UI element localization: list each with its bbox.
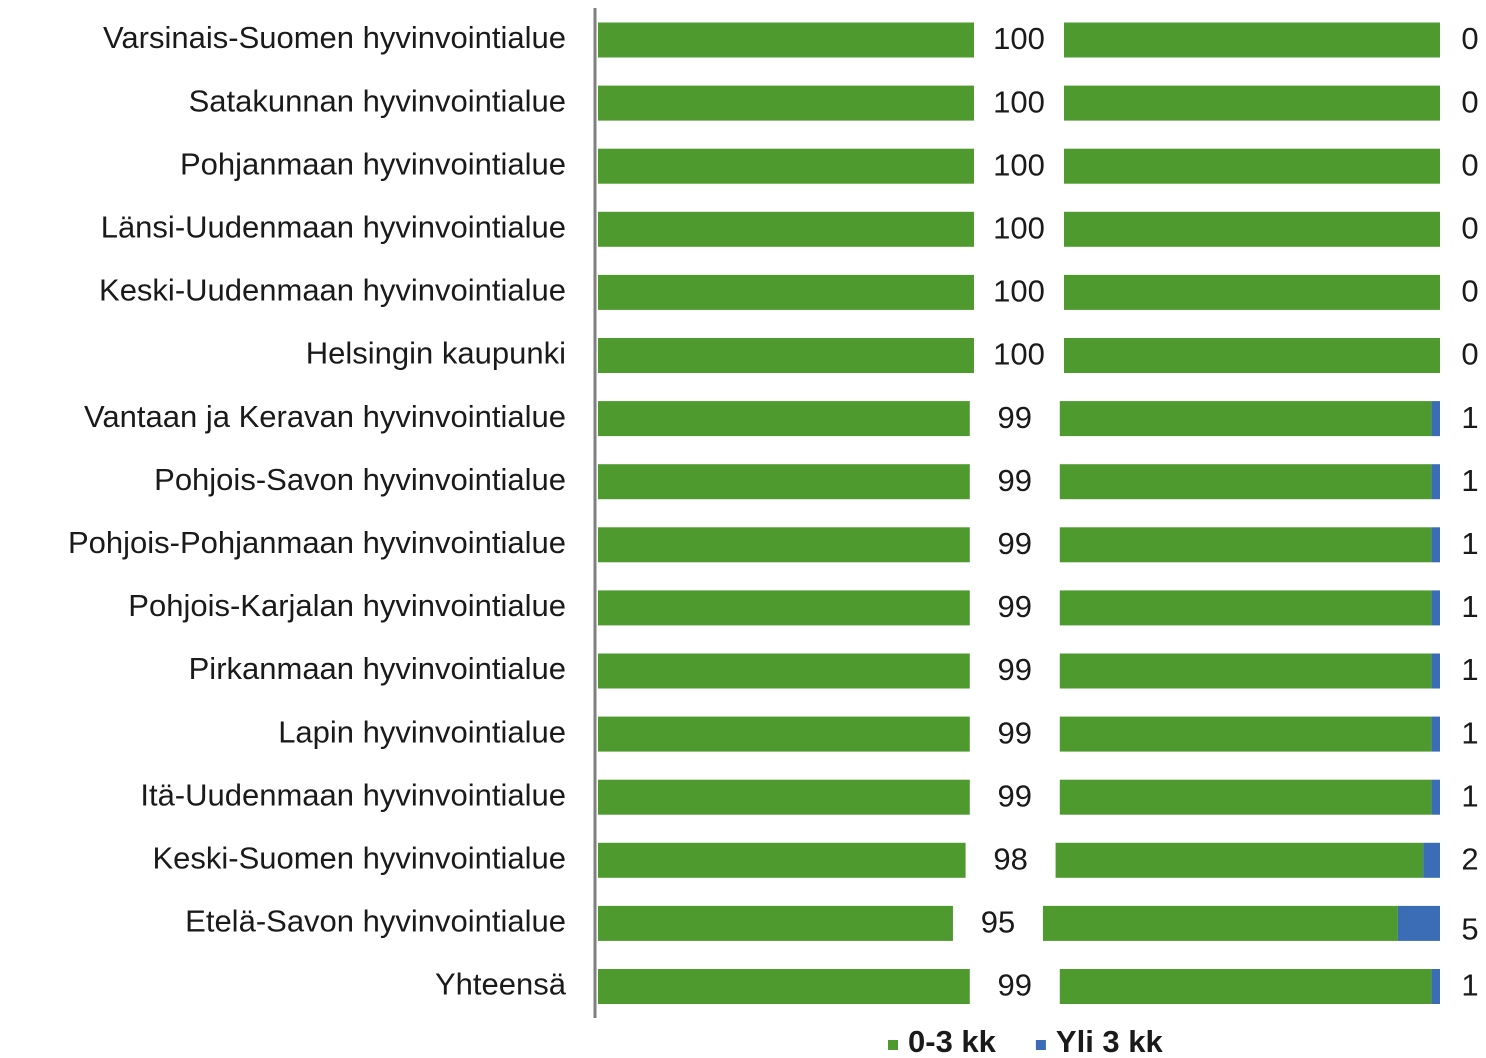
data-label: 1 xyxy=(1461,652,1478,687)
y-tick-label: Pohjois-Pohjanmaan hyvinvointialue xyxy=(68,525,566,560)
label-bg xyxy=(969,652,1060,690)
legend-label: Yli 3 kk xyxy=(1056,1024,1164,1058)
y-tick-label: Pohjois-Karjalan hyvinvointialue xyxy=(128,588,566,623)
data-label: 1 xyxy=(1461,400,1478,435)
data-label: 1 xyxy=(1461,463,1478,498)
label-bg xyxy=(969,463,1060,501)
data-label: 99 xyxy=(998,652,1032,687)
bar-segment xyxy=(1431,716,1440,752)
data-label: 99 xyxy=(998,715,1032,750)
bar-segment xyxy=(1431,464,1440,500)
data-label: 100 xyxy=(993,147,1045,182)
y-tick-label: Itä-Uudenmaan hyvinvointialue xyxy=(140,777,566,812)
y-tick-label: Satakunnan hyvinvointialue xyxy=(189,83,566,118)
y-tick-label: Varsinais-Suomen hyvinvointialue xyxy=(103,20,566,55)
label-bg xyxy=(969,589,1060,627)
y-tick-label: Vantaan ja Keravan hyvinvointialue xyxy=(84,399,566,434)
y-tick-label: Keski-Suomen hyvinvointialue xyxy=(152,840,566,875)
data-label: 100 xyxy=(993,274,1045,309)
y-tick-label: Lapin hyvinvointialue xyxy=(278,714,566,749)
legend-swatch xyxy=(1035,1040,1046,1050)
data-label: 1 xyxy=(1461,778,1478,813)
data-label: 99 xyxy=(998,778,1032,813)
data-label: 1 xyxy=(1461,968,1478,1003)
label-bg xyxy=(969,968,1060,1005)
data-label: 1 xyxy=(1461,526,1478,561)
label-bg xyxy=(969,526,1060,564)
data-label: 99 xyxy=(998,526,1032,561)
data-label: 99 xyxy=(998,968,1032,1003)
label-bg xyxy=(952,904,1043,942)
data-label: 99 xyxy=(998,589,1032,624)
data-label: 0 xyxy=(1461,337,1478,372)
data-label: 100 xyxy=(993,210,1045,245)
label-bg xyxy=(974,337,1064,374)
label-bg xyxy=(969,778,1060,816)
y-tick-label: Länsi-Uudenmaan hyvinvointialue xyxy=(101,209,566,244)
bar-segment xyxy=(1431,401,1440,437)
data-label: 0 xyxy=(1461,274,1478,309)
legend-label: 0-3 kk xyxy=(908,1024,997,1058)
y-tick-label: Pohjanmaan hyvinvointialue xyxy=(180,146,566,181)
bar-segment xyxy=(1397,905,1440,941)
bar-segment xyxy=(1431,653,1440,689)
label-bg xyxy=(969,400,1060,438)
y-tick-label: Pirkanmaan hyvinvointialue xyxy=(189,651,566,686)
y-tick-label: Pohjois-Savon hyvinvointialue xyxy=(154,462,566,497)
data-label: 1 xyxy=(1461,589,1478,624)
data-label: 99 xyxy=(998,400,1032,435)
data-label: 100 xyxy=(993,21,1045,56)
data-label: 0 xyxy=(1461,84,1478,119)
data-label: 99 xyxy=(998,463,1032,498)
label-bg xyxy=(969,715,1060,753)
data-label: 98 xyxy=(993,841,1027,876)
label-bg xyxy=(974,21,1064,59)
data-label: 2 xyxy=(1461,841,1478,876)
label-bg xyxy=(974,84,1064,122)
label-bg xyxy=(974,147,1064,185)
bar-segment xyxy=(1431,590,1440,626)
data-label: 0 xyxy=(1461,147,1478,182)
label-bg xyxy=(974,210,1064,248)
bar-segment xyxy=(1431,969,1440,1004)
bar-segment xyxy=(1431,527,1440,563)
bar-segment xyxy=(1423,842,1440,878)
data-label: 1 xyxy=(1461,715,1478,750)
label-bg xyxy=(965,841,1056,879)
data-label: 100 xyxy=(993,84,1045,119)
y-tick-label: Etelä-Savon hyvinvointialue xyxy=(185,904,566,939)
data-label: 100 xyxy=(993,337,1045,372)
y-tick-label: Helsingin kaupunki xyxy=(306,336,566,371)
label-bg xyxy=(974,273,1064,311)
data-label: 95 xyxy=(981,905,1015,940)
y-tick-label: Keski-Uudenmaan hyvinvointialue xyxy=(99,273,566,308)
data-label: 0 xyxy=(1461,210,1478,245)
legend-swatch xyxy=(888,1040,898,1050)
y-tick-label: Yhteensä xyxy=(435,967,567,1002)
data-label: 5 xyxy=(1461,912,1478,947)
data-label: 0 xyxy=(1461,21,1478,56)
bar-segment xyxy=(1431,779,1440,815)
